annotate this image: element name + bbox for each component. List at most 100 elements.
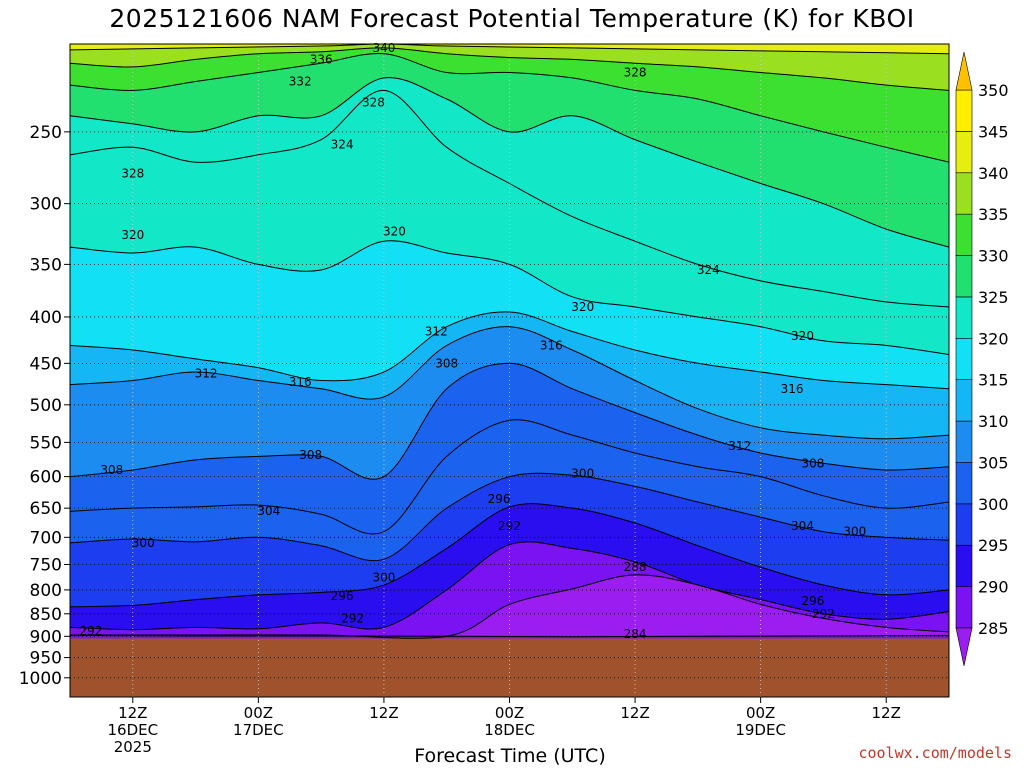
x-axis-title: Forecast Time (UTC)	[414, 745, 606, 767]
x-tick-label: 2025	[114, 738, 152, 756]
colorbar-label: 335	[978, 205, 1009, 224]
contour-label: 308	[802, 456, 825, 470]
colorbar-segment	[955, 462, 973, 505]
contour-label: 304	[791, 519, 814, 533]
x-tick-label: 00Z	[244, 704, 273, 722]
contour-label: 320	[383, 225, 406, 239]
y-tick-label: 500	[30, 396, 62, 416]
contour-label: 324	[331, 137, 354, 151]
contour-label: 304	[257, 504, 280, 518]
isentrope-296	[70, 503, 949, 608]
colorbar-label: 330	[978, 247, 1009, 266]
contour-label: 296	[802, 594, 825, 608]
contour-label: 292	[341, 611, 364, 625]
contour-label: 300	[843, 525, 866, 539]
y-tick-label: 800	[30, 581, 62, 601]
contour-label: 336	[310, 52, 333, 66]
contour-label: 308	[100, 463, 123, 477]
contour-label: 296	[488, 492, 511, 506]
contour-label: 312	[728, 439, 751, 453]
contour-label: 316	[289, 375, 312, 389]
colorbar-segment	[955, 503, 973, 546]
y-tick-label: 900	[30, 627, 62, 647]
y-tick-label: 1000	[19, 669, 62, 689]
y-tick-label: 350	[30, 255, 62, 275]
contour-labels: 336 340 332 328 328 324 328 320 320 324 320 320 312 3…	[79, 41, 866, 641]
y-tick-label: 950	[30, 649, 62, 669]
isentrope-312	[70, 326, 949, 440]
colorbar-segment	[955, 296, 973, 339]
contour-label: 308	[299, 448, 322, 462]
contour-label: 288	[624, 560, 647, 574]
contour-label: 328	[121, 167, 144, 181]
isentrope-308	[70, 362, 949, 480]
isentrope-324	[70, 89, 949, 308]
colorbar-label: 325	[978, 288, 1009, 307]
y-tick-label: 650	[30, 499, 62, 519]
colorbar-segment	[955, 420, 973, 463]
grid	[70, 44, 949, 697]
contour-label: 316	[781, 382, 804, 396]
isentrope-328	[70, 77, 949, 248]
contour-label: 308	[435, 356, 458, 370]
y-axis: 2503003504004505005506006507007508008509…	[19, 123, 70, 689]
contour-label: 300	[571, 466, 594, 480]
contour-label: 300	[132, 536, 155, 550]
colorbar-label: 285	[978, 619, 1009, 638]
isentrope-304	[70, 419, 949, 535]
contour-label: 328	[362, 95, 385, 109]
contour-label: 312	[425, 324, 448, 338]
contour-label: 324	[697, 263, 720, 277]
contour-label: 292	[79, 624, 102, 638]
colorbar-segment	[955, 89, 973, 132]
colorbar-label: 350	[978, 81, 1009, 100]
x-tick-label: 00Z	[495, 704, 524, 722]
contour-label: 312	[195, 367, 218, 381]
isentrope-340	[70, 44, 949, 55]
isentrope-284	[70, 634, 949, 638]
colorbar-label: 305	[978, 453, 1009, 472]
contour-label: 320	[121, 228, 144, 242]
contour-label: 292	[812, 607, 835, 621]
isentrope-320	[70, 240, 949, 355]
colorbar-label: 320	[978, 329, 1009, 348]
x-tick-label: 16DEC	[107, 721, 158, 739]
isentrope-288	[70, 574, 949, 639]
contour-label: 292	[498, 519, 521, 533]
contour-label: 328	[624, 65, 647, 79]
y-tick-label: 700	[30, 528, 62, 548]
isentrope-300	[70, 472, 949, 562]
y-tick-label: 600	[30, 468, 62, 488]
band-336	[70, 44, 949, 91]
y-tick-label: 300	[30, 195, 62, 215]
colorbar-segment	[955, 213, 973, 256]
colorbar-segment	[955, 131, 973, 174]
colorbar-segment	[955, 379, 973, 422]
x-tick-label: 17DEC	[233, 721, 284, 739]
contour-label: 340	[372, 41, 395, 55]
colorbar-label: 295	[978, 536, 1009, 555]
contour-label: 300	[372, 570, 395, 584]
x-tick-label: 18DEC	[484, 721, 535, 739]
colorbar-label: 345	[978, 122, 1009, 141]
colorbar-segment	[955, 338, 973, 380]
y-tick-label: 750	[30, 555, 62, 575]
y-tick-label: 400	[30, 308, 62, 328]
contour-label: 284	[624, 627, 647, 641]
isentrope-292	[70, 541, 949, 631]
y-tick-label: 850	[30, 605, 62, 625]
contour-label: 296	[331, 589, 354, 603]
x-tick-label: 12Z	[118, 704, 147, 722]
isentrope-332	[70, 53, 949, 163]
colorbar-label: 340	[978, 164, 1009, 183]
contour-label: 320	[791, 329, 814, 343]
contour-label: 332	[289, 75, 312, 89]
colorbar-min-arrow	[955, 627, 973, 667]
colorbar-max-arrow	[955, 51, 973, 91]
y-tick-label: 450	[30, 354, 62, 374]
contour-label: 316	[540, 338, 563, 352]
x-tick-label: 12Z	[369, 704, 398, 722]
contour-label: 320	[571, 300, 594, 314]
colorbar-label: 310	[978, 412, 1009, 431]
